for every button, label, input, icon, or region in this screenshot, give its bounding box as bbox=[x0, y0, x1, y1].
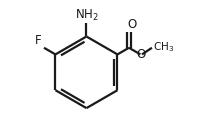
Text: NH$_2$: NH$_2$ bbox=[75, 8, 99, 23]
Text: O: O bbox=[127, 18, 137, 31]
Text: O: O bbox=[136, 48, 146, 61]
Text: CH$_3$: CH$_3$ bbox=[153, 40, 174, 54]
Text: F: F bbox=[35, 34, 42, 47]
